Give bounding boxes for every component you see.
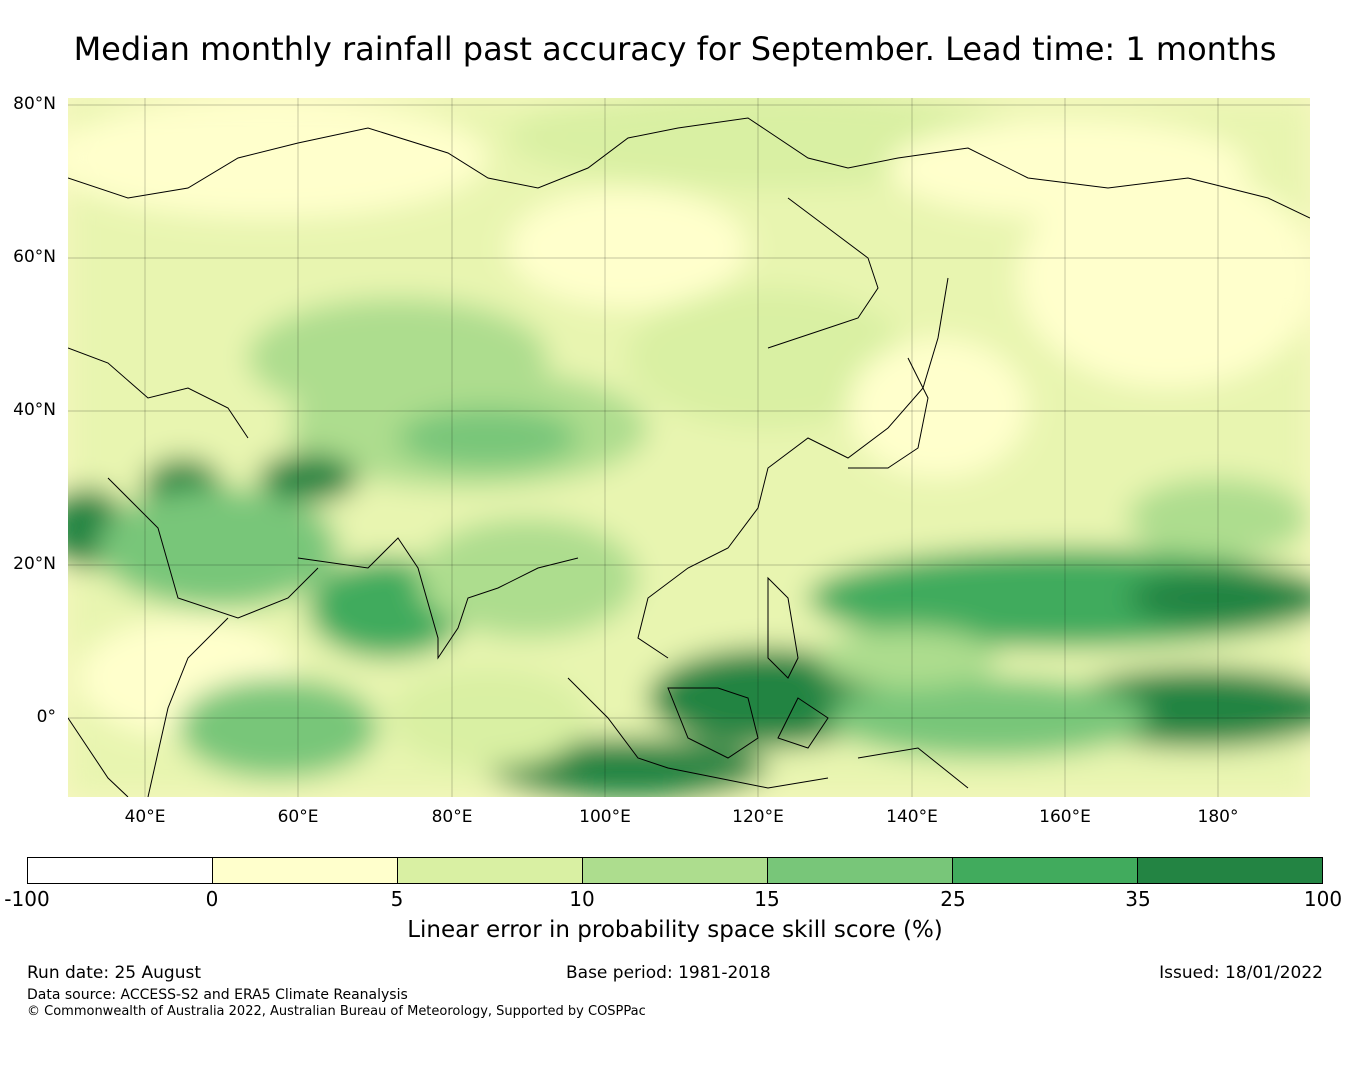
base-period: Base period: 1981-2018 bbox=[566, 963, 771, 983]
colorbar-segment bbox=[1138, 858, 1322, 883]
colorbar-tick: 10 bbox=[569, 887, 595, 911]
colorbar-tick: 5 bbox=[390, 887, 404, 911]
lat-label-40n: 40°N bbox=[13, 400, 56, 420]
lat-label-80n: 80°N bbox=[13, 94, 56, 114]
colorbar bbox=[27, 857, 1323, 884]
data-source: Data source: ACCESS-S2 and ERA5 Climate … bbox=[27, 987, 408, 1003]
colorbar-segment bbox=[28, 858, 213, 883]
colorbar-segment bbox=[398, 858, 583, 883]
colorbar-tick: 100 bbox=[1303, 887, 1343, 911]
skill-field bbox=[68, 98, 1310, 797]
lon-label-80e: 80°E bbox=[431, 807, 473, 827]
colorbar-tick: 0 bbox=[205, 887, 219, 911]
lat-label-60n: 60°N bbox=[13, 247, 56, 267]
lon-label-60e: 60°E bbox=[277, 807, 319, 827]
copyright: © Commonwealth of Australia 2022, Austra… bbox=[27, 1004, 646, 1019]
graticule bbox=[68, 98, 1310, 797]
lon-label-140e: 140°E bbox=[886, 807, 938, 827]
lon-label-180: 180° bbox=[1197, 807, 1239, 827]
coastlines bbox=[68, 117, 1310, 797]
colorbar-segment bbox=[953, 858, 1138, 883]
map-canvas bbox=[68, 98, 1310, 797]
lon-label-40e: 40°E bbox=[124, 807, 166, 827]
colorbar-tick: 25 bbox=[940, 887, 966, 911]
lon-label-120e: 120°E bbox=[732, 807, 784, 827]
lat-label-20n: 20°N bbox=[13, 554, 56, 574]
colorbar-tick: 15 bbox=[754, 887, 780, 911]
lon-label-160e: 160°E bbox=[1039, 807, 1091, 827]
skill-score-map bbox=[68, 98, 1310, 797]
colorbar-tick: -100 bbox=[4, 887, 50, 911]
colorbar-segment bbox=[768, 858, 953, 883]
lat-label-0: 0° bbox=[36, 707, 56, 727]
colorbar-label: Linear error in probability space skill … bbox=[407, 917, 943, 943]
map-title: Median monthly rainfall past accuracy fo… bbox=[73, 30, 1277, 68]
colorbar-segment bbox=[583, 858, 768, 883]
lon-label-100e: 100°E bbox=[579, 807, 631, 827]
colorbar-tick: 35 bbox=[1125, 887, 1151, 911]
issued-date: Issued: 18/01/2022 bbox=[1159, 963, 1323, 983]
run-date: Run date: 25 August bbox=[27, 963, 201, 983]
colorbar-segment bbox=[213, 858, 398, 883]
